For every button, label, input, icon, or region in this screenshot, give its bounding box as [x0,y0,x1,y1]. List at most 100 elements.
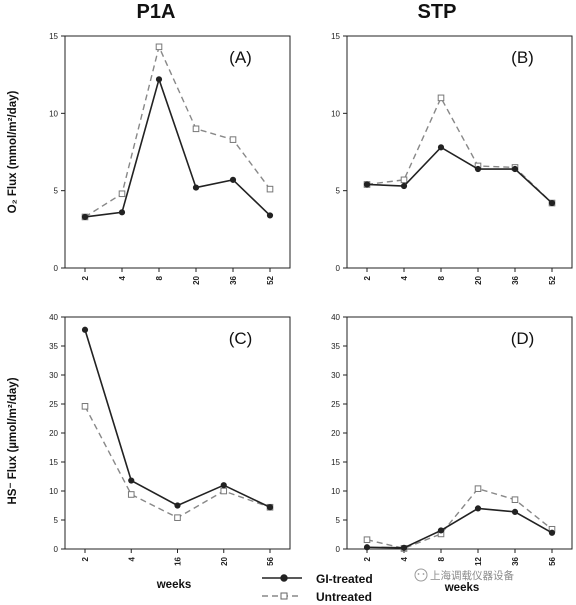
x-tick-label-c: 16 [174,556,183,565]
y-tick-label-c: 15 [49,458,58,467]
y-tick-label-b: 0 [336,264,341,273]
series-line-untreated-b [366,96,553,204]
x-tick-label-b: 52 [548,275,557,284]
y-axis-title-hs: HS⁻ Flux (µmol/m²/day) [7,377,19,504]
data-point-untreated-c [81,403,89,410]
data-point-untreated-d [474,485,482,492]
y-tick-label-c: 5 [54,516,59,525]
wechat-icon-eye-left [417,573,420,575]
x-tick-label-d: 12 [474,556,483,565]
data-point-gi-treated-b [400,182,408,190]
data-point-untreated-c [127,491,135,498]
data-point-untreated-b [400,176,408,184]
x-tick-label-b: 4 [400,275,409,280]
data-point-untreated-a [192,125,200,133]
data-point-gi-treated-a [81,213,89,221]
x-tick-label-c: 20 [220,556,229,565]
x-axis-title-right: weeks [444,582,480,594]
data-point-gi-treated-c [174,502,181,509]
panel-label-b: (B) [511,48,534,67]
data-point-untreated-a [155,43,163,51]
x-tick-label-d: 36 [511,556,520,565]
data-point-gi-treated-a [266,212,274,219]
data-point-gi-treated-d [363,544,371,551]
data-point-gi-treated-a [155,76,163,83]
y-tick-label-c: 40 [49,313,58,322]
legend: GI-treated Untreated [262,572,373,604]
x-tick-label-a: 2 [81,275,90,280]
data-point-gi-treated-a [229,176,237,183]
y-tick-label-d: 15 [331,458,340,467]
y-tick-label-d: 5 [336,516,341,525]
data-point-gi-treated-d [548,529,556,536]
y-tick-label-b: 10 [331,109,340,118]
data-point-gi-treated-c [266,504,274,511]
y-tick-label-c: 35 [49,342,58,351]
y-tick-label-b: 5 [336,187,341,196]
y-tick-label-d: 40 [331,313,340,322]
legend-marker-gi-treated [280,574,288,582]
y-axis-title-o2: O₂ Flux (mmol/m²/day) [7,90,19,213]
series-line-gi-treated-a [84,76,271,218]
data-point-gi-treated-a [192,184,200,191]
data-point-gi-treated-b [548,199,556,207]
x-tick-label-d: 2 [363,556,372,561]
y-tick-label-d: 0 [336,545,341,554]
data-point-untreated-a [266,185,274,193]
series-line-untreated-a [84,44,271,218]
x-axis-title-left: weeks [156,579,192,591]
x-tick-label-d: 8 [437,556,446,561]
series-line-gi-treated-d [366,507,553,549]
y-tick-label-d: 20 [331,429,340,438]
x-tick-label-a: 36 [229,275,238,284]
x-tick-label-d: 4 [400,556,409,561]
x-tick-label-a: 52 [266,275,275,284]
data-point-gi-treated-c [128,477,135,484]
data-point-untreated-b [437,94,445,102]
y-tick-label-d: 10 [331,487,340,496]
x-tick-label-a: 20 [192,275,201,284]
data-point-untreated-a [229,136,237,143]
x-tick-label-d: 56 [548,556,557,565]
data-point-gi-treated-d [437,527,445,534]
panel-label-a: (A) [229,48,252,67]
y-tick-label-c: 30 [49,371,58,380]
y-tick-label-b: 15 [331,32,340,41]
column-title-p1a: P1A [137,1,176,23]
y-tick-label-d: 35 [331,342,340,351]
data-point-gi-treated-a [118,209,126,216]
panel-c: 0 5 10 15 20 25 30 35 40 2 4 16 20 56 (C) [49,313,291,566]
data-point-gi-treated-c [220,482,227,489]
wechat-icon-eye-right [422,573,425,575]
data-point-untreated-a [118,190,126,198]
x-tick-label-a: 4 [118,275,127,280]
data-point-gi-treated-b [511,165,519,173]
y-tick-label-c: 10 [49,487,58,496]
x-tick-label-c: 4 [127,556,136,561]
legend-label-untreated: Untreated [316,590,372,604]
y-tick-label-c: 0 [54,545,59,554]
series-line-gi-treated-b [366,146,553,204]
data-point-gi-treated-b [363,181,371,188]
data-point-untreated-c [220,487,228,495]
plot-frame-d [346,316,573,550]
x-tick-label-c: 2 [81,556,90,561]
plot-frame-b [346,35,573,269]
data-point-gi-treated-d [400,544,408,551]
panel-b: 0 5 10 15 2 4 8 20 36 52 (B) [331,32,573,285]
y-tick-label-a: 0 [54,264,59,273]
panel-a: 0 5 10 15 2 4 8 20 36 52 (A) [49,32,291,285]
data-point-gi-treated-d [511,508,519,515]
watermark-text: 上海调载仪器设备 [430,569,514,582]
y-tick-label-c: 20 [49,429,58,438]
column-title-stp: STP [418,1,457,23]
legend-marker-untreated [280,592,288,600]
x-tick-label-b: 20 [474,275,483,284]
panel-label-c: (C) [229,329,253,348]
data-point-untreated-d [363,536,371,544]
x-tick-label-a: 8 [155,275,164,280]
data-point-gi-treated-b [474,165,482,173]
y-tick-label-d: 25 [331,400,340,409]
data-point-untreated-d [511,496,519,503]
